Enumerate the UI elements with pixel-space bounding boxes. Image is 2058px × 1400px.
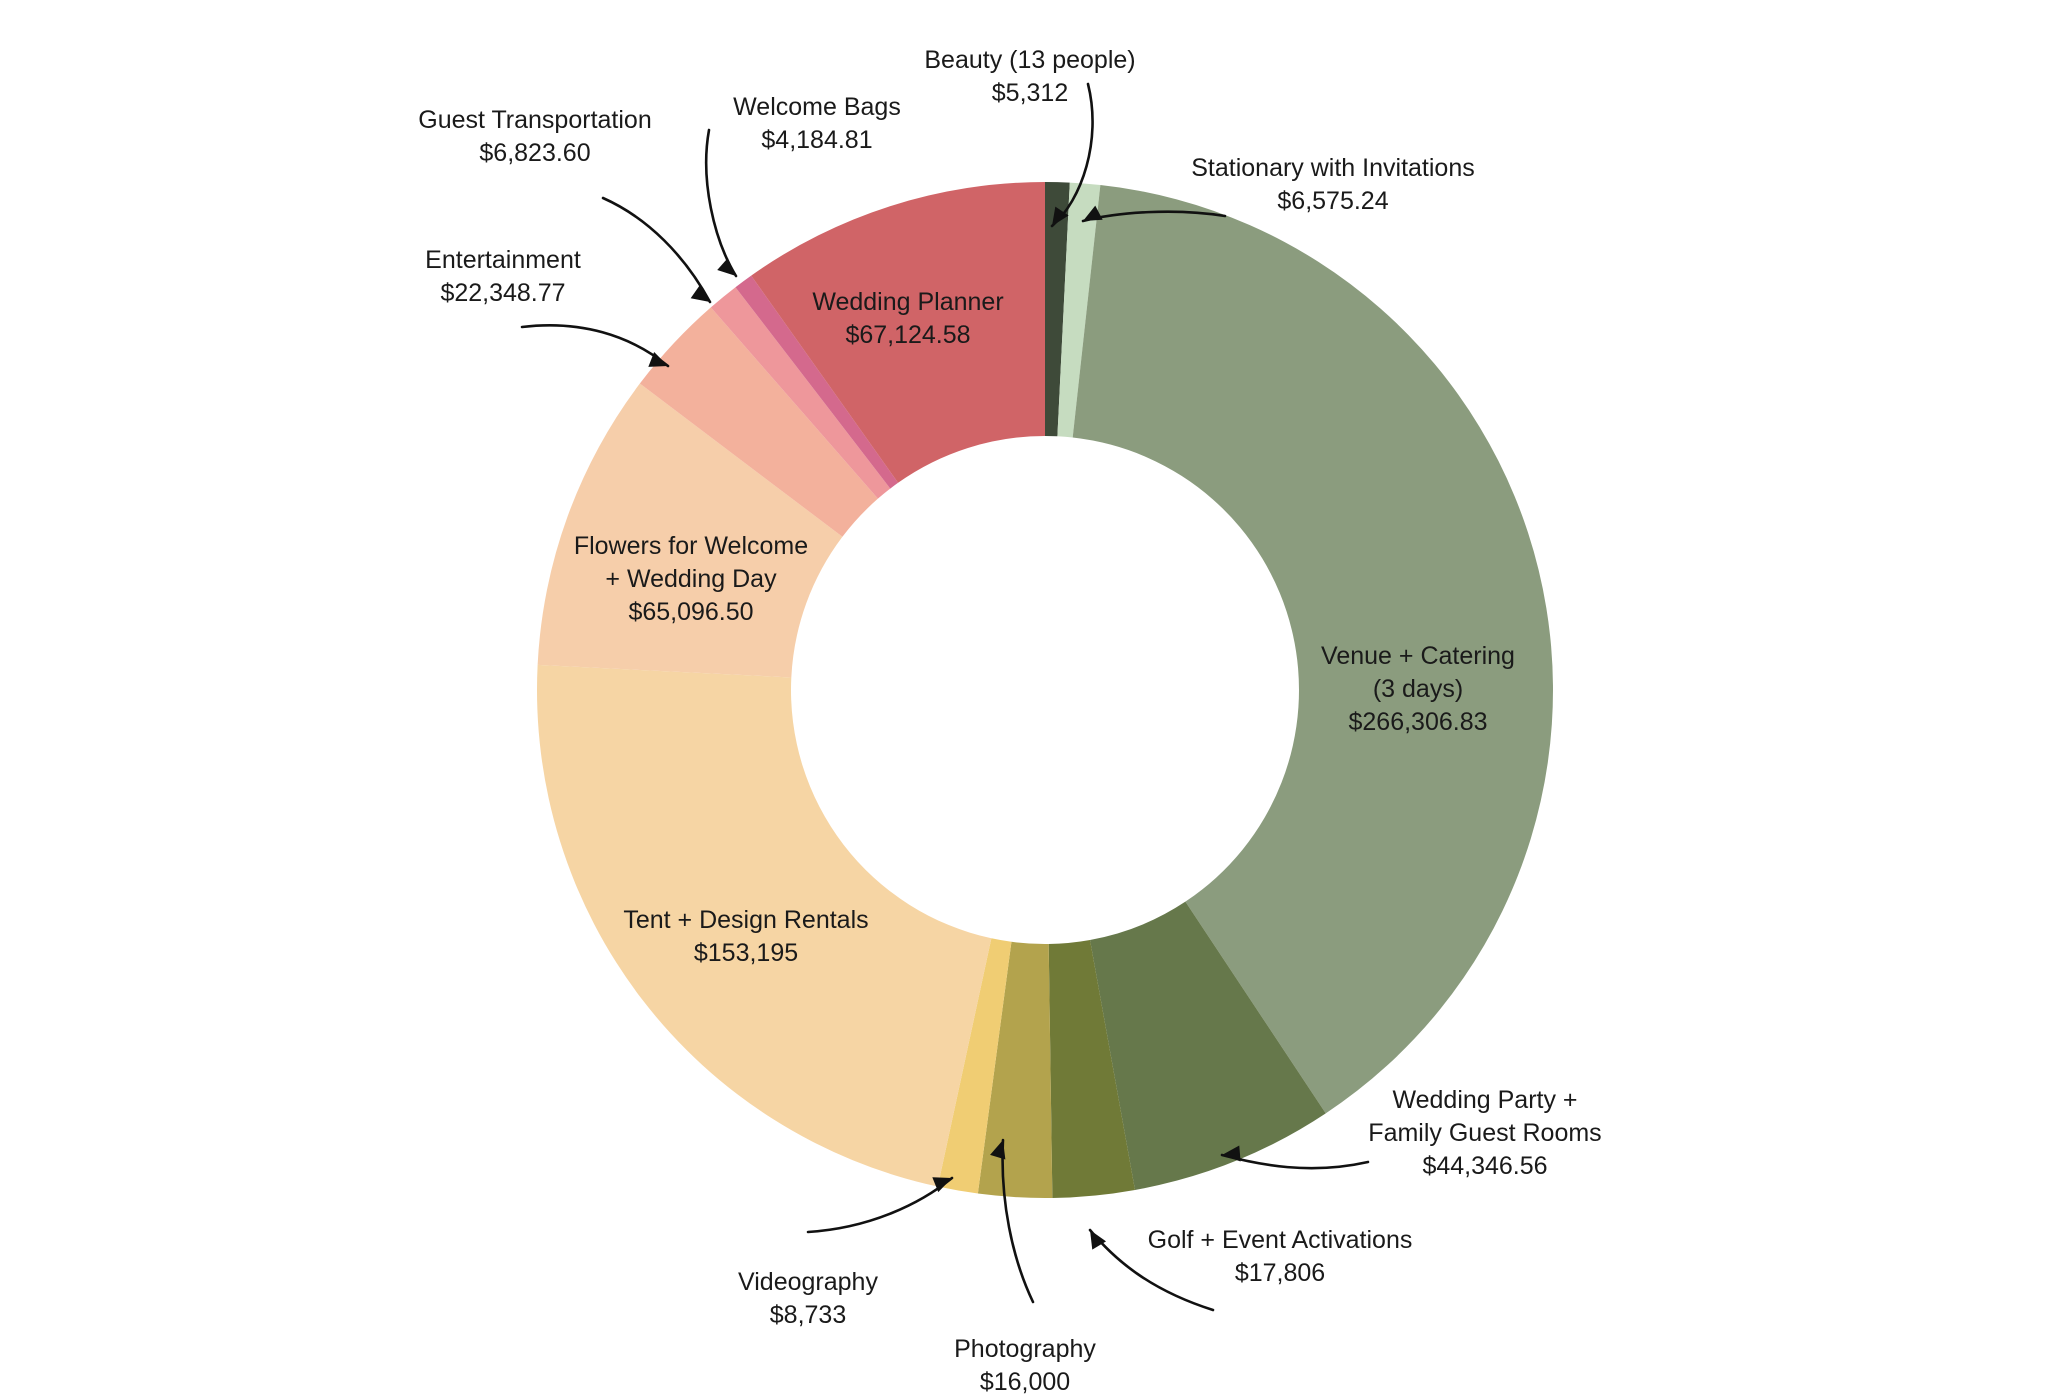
- slice-videography: [937, 938, 1012, 1194]
- label-value: $44,346.56: [1422, 1152, 1547, 1180]
- arrow-guest-transport: [601, 196, 712, 304]
- label-value: $8,733: [770, 1301, 846, 1329]
- label-name: (3 days): [1373, 675, 1463, 703]
- arrow-welcome-bags: [704, 128, 738, 278]
- label-name: + Wedding Day: [605, 565, 777, 593]
- label-flowers-for-welcome-wedding-day: Flowers for Welcome + Wedding Day $65,096.…: [574, 532, 808, 626]
- arrowhead-welcome-bags: [717, 258, 736, 276]
- label-value: $6,575.24: [1277, 187, 1388, 215]
- arrowhead-stationary: [1083, 205, 1103, 221]
- label-name: Guest Transportation: [418, 106, 651, 134]
- slice-entertainment: [639, 307, 878, 537]
- label-name: Tent + Design Rentals: [623, 906, 868, 934]
- slice-golf-event-activations: [1048, 939, 1136, 1198]
- label-value: $5,312: [992, 79, 1068, 107]
- arrowhead-wedding-party: [1222, 1145, 1241, 1162]
- label-golf-event-activations: Golf + Event Activations $17,806: [1148, 1226, 1413, 1287]
- arrow-entertainment: [520, 324, 670, 368]
- label-videography: Videography $8,733: [738, 1268, 878, 1329]
- label-wedding-planner: Wedding Planner $67,124.58: [812, 288, 1003, 349]
- label-name: Golf + Event Activations: [1148, 1226, 1413, 1254]
- label-value: $153,195: [694, 939, 798, 967]
- label-wedding-party-family-guest-rooms: Wedding Party + Family Guest Rooms $44,346…: [1368, 1086, 1601, 1180]
- arrow-photography: [1001, 1138, 1035, 1304]
- label-name: Welcome Bags: [733, 93, 901, 121]
- label-stationary-with-invitations: Stationary with Invitations $6,575.24: [1191, 154, 1474, 215]
- label-value: $65,096.50: [628, 598, 753, 626]
- label-beauty-13-people: Beauty (13 people) $5,312: [924, 46, 1135, 107]
- label-value: $4,184.81: [761, 126, 872, 154]
- label-name: Venue + Catering: [1321, 642, 1515, 670]
- label-name: Photography: [954, 1335, 1096, 1363]
- label-value: $17,806: [1235, 1259, 1325, 1287]
- labels-group: Beauty (13 people) $5,312 Stationary with …: [418, 46, 1601, 1396]
- label-name: Beauty (13 people): [924, 46, 1135, 74]
- arrowhead-guest-transport: [690, 285, 710, 302]
- label-value: $266,306.83: [1348, 708, 1487, 736]
- slice-tent-design-rentals: [536, 664, 992, 1187]
- arrowhead-beauty: [1052, 206, 1069, 226]
- arrowhead-photography: [990, 1140, 1006, 1160]
- label-name: Flowers for Welcome: [574, 532, 808, 560]
- slice-photography: [977, 941, 1053, 1198]
- label-value: $6,823.60: [479, 139, 590, 167]
- label-name: Videography: [738, 1268, 878, 1296]
- slice-venue-catering-3-days: [1072, 185, 1553, 1114]
- label-entertainment: Entertainment $22,348.77: [425, 246, 581, 307]
- label-welcome-bags: Welcome Bags $4,184.81: [733, 93, 901, 154]
- label-name: Entertainment: [425, 246, 581, 274]
- slice-wedding-party-family-guest-rooms: [1090, 901, 1326, 1190]
- label-value: $16,000: [980, 1368, 1070, 1396]
- slice-wedding-planner: [751, 182, 1045, 483]
- slice-stationary-with-invitations: [1057, 182, 1101, 438]
- label-name: Stationary with Invitations: [1191, 154, 1474, 182]
- arrowhead-entertainment: [648, 351, 668, 367]
- slices-group: [536, 182, 1553, 1198]
- label-name: Wedding Party +: [1392, 1086, 1577, 1114]
- label-value: $67,124.58: [845, 321, 970, 349]
- label-name: Family Guest Rooms: [1368, 1119, 1601, 1147]
- label-venue-catering-3-days: Venue + Catering (3 days) $266,306.83: [1321, 642, 1515, 736]
- slice-guest-transportation: [710, 287, 891, 499]
- slice-welcome-bags: [735, 275, 899, 489]
- slice-flowers-for-welcome-wedding-day: [537, 383, 843, 678]
- label-value: $22,348.77: [440, 279, 565, 307]
- label-guest-transportation: Guest Transportation $6,823.60: [418, 106, 651, 167]
- arrows-group: [520, 82, 1370, 1312]
- label-photography: Photography $16,000: [954, 1335, 1096, 1396]
- arrowhead-golf: [1090, 1230, 1107, 1250]
- arrowhead-videography: [932, 1177, 952, 1193]
- label-name: Wedding Planner: [812, 288, 1003, 316]
- arrow-videography: [806, 1176, 954, 1234]
- label-tent-design-rentals: Tent + Design Rentals $153,195: [623, 906, 868, 967]
- slice-beauty-13-people: [1045, 182, 1070, 437]
